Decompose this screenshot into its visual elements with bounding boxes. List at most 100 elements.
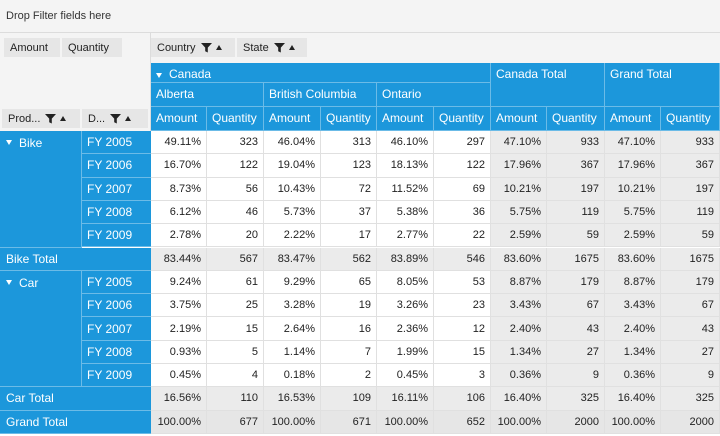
value-cell[interactable]: 46.10% bbox=[377, 131, 434, 155]
value-cell[interactable]: 83.89% bbox=[377, 247, 434, 271]
value-cell[interactable]: 67 bbox=[547, 294, 605, 318]
value-cell[interactable]: 179 bbox=[547, 270, 605, 295]
value-cell[interactable]: 2.77% bbox=[377, 224, 434, 248]
value-cell[interactable]: 3.43% bbox=[605, 294, 661, 318]
value-cell[interactable]: 56 bbox=[207, 177, 264, 201]
value-cell[interactable]: 2.36% bbox=[377, 317, 434, 341]
values-field-area[interactable]: Amount Quantity bbox=[0, 33, 151, 63]
value-cell[interactable]: 8.05% bbox=[377, 270, 434, 295]
value-cell[interactable]: 122 bbox=[207, 154, 264, 178]
row-field-product[interactable]: Prod... bbox=[2, 109, 80, 128]
filter-icon[interactable] bbox=[273, 42, 285, 53]
value-cell[interactable]: 119 bbox=[661, 200, 720, 225]
value-cell[interactable]: 47.10% bbox=[491, 131, 547, 155]
value-cell[interactable]: 197 bbox=[661, 177, 720, 201]
value-cell[interactable]: 3.26% bbox=[377, 294, 434, 318]
value-cell[interactable]: 15 bbox=[207, 317, 264, 341]
value-cell[interactable]: 72 bbox=[321, 177, 377, 201]
value-cell[interactable]: 652 bbox=[434, 410, 491, 434]
header-country-canada[interactable]: Canada bbox=[151, 63, 491, 83]
value-cell[interactable]: 46.04% bbox=[264, 131, 321, 155]
value-cell[interactable]: 1.14% bbox=[264, 340, 321, 364]
row-field-date[interactable]: D... bbox=[82, 109, 148, 128]
value-cell[interactable]: 12 bbox=[434, 317, 491, 341]
value-cell[interactable]: 2.59% bbox=[491, 224, 547, 248]
value-cell[interactable]: 3 bbox=[434, 364, 491, 388]
sort-ascending-icon[interactable] bbox=[125, 116, 132, 121]
value-cell[interactable]: 2.40% bbox=[605, 317, 661, 341]
value-cell[interactable]: 2 bbox=[321, 364, 377, 388]
value-cell[interactable]: 9 bbox=[661, 364, 720, 388]
value-cell[interactable]: 27 bbox=[547, 340, 605, 364]
value-cell[interactable]: 16 bbox=[321, 317, 377, 341]
sort-ascending-icon[interactable] bbox=[215, 45, 222, 50]
value-cell[interactable]: 1.99% bbox=[377, 340, 434, 364]
value-cell[interactable]: 43 bbox=[547, 317, 605, 341]
value-cell[interactable]: 0.45% bbox=[377, 364, 434, 388]
value-cell[interactable]: 119 bbox=[547, 200, 605, 225]
value-cell[interactable]: 2.40% bbox=[491, 317, 547, 341]
value-cell[interactable]: 2.59% bbox=[605, 224, 661, 248]
value-cell[interactable]: 83.44% bbox=[151, 247, 207, 271]
value-cell[interactable]: 83.60% bbox=[491, 247, 547, 271]
value-cell[interactable]: 567 bbox=[207, 247, 264, 271]
row-group-car[interactable]: Car bbox=[0, 270, 82, 388]
value-cell[interactable]: 9.24% bbox=[151, 270, 207, 295]
value-cell[interactable]: 8.87% bbox=[491, 270, 547, 295]
value-field-quantity[interactable]: Quantity bbox=[62, 38, 122, 57]
value-cell[interactable]: 10.21% bbox=[605, 177, 661, 201]
value-cell[interactable]: 15 bbox=[434, 340, 491, 364]
value-cell[interactable]: 0.36% bbox=[491, 364, 547, 388]
value-cell[interactable]: 3.28% bbox=[264, 294, 321, 318]
value-cell[interactable]: 59 bbox=[661, 224, 720, 248]
value-cell[interactable]: 25 bbox=[207, 294, 264, 318]
value-cell[interactable]: 100.00% bbox=[605, 410, 661, 434]
value-cell[interactable]: 1675 bbox=[661, 247, 720, 271]
value-cell[interactable]: 23 bbox=[434, 294, 491, 318]
filter-icon[interactable] bbox=[200, 42, 212, 53]
value-cell[interactable]: 100.00% bbox=[151, 410, 207, 434]
value-cell[interactable]: 2.19% bbox=[151, 317, 207, 341]
value-cell[interactable]: 297 bbox=[434, 131, 491, 155]
value-cell[interactable]: 323 bbox=[207, 131, 264, 155]
value-cell[interactable]: 83.60% bbox=[605, 247, 661, 271]
value-cell[interactable]: 100.00% bbox=[264, 410, 321, 434]
value-cell[interactable]: 20 bbox=[207, 224, 264, 248]
column-field-country[interactable]: Country bbox=[151, 38, 235, 57]
value-cell[interactable]: 6.12% bbox=[151, 200, 207, 225]
value-cell[interactable]: 122 bbox=[434, 154, 491, 178]
value-cell[interactable]: 47.10% bbox=[605, 131, 661, 155]
value-cell[interactable]: 179 bbox=[661, 270, 720, 295]
value-cell[interactable]: 16.56% bbox=[151, 387, 207, 411]
value-cell[interactable]: 16.40% bbox=[491, 387, 547, 411]
value-cell[interactable]: 100.00% bbox=[377, 410, 434, 434]
value-cell[interactable]: 2000 bbox=[547, 410, 605, 434]
value-cell[interactable]: 49.11% bbox=[151, 131, 207, 155]
value-cell[interactable]: 933 bbox=[661, 131, 720, 155]
collapse-icon[interactable] bbox=[6, 279, 12, 285]
value-cell[interactable]: 83.47% bbox=[264, 247, 321, 271]
value-cell[interactable]: 8.87% bbox=[605, 270, 661, 295]
sort-ascending-icon[interactable] bbox=[60, 116, 67, 121]
value-cell[interactable]: 2000 bbox=[661, 410, 720, 434]
value-cell[interactable]: 5.75% bbox=[491, 200, 547, 225]
column-field-state[interactable]: State bbox=[237, 38, 307, 57]
value-cell[interactable]: 19.04% bbox=[264, 154, 321, 178]
value-cell[interactable]: 11.52% bbox=[377, 177, 434, 201]
value-cell[interactable]: 1675 bbox=[547, 247, 605, 271]
value-cell[interactable]: 100.00% bbox=[491, 410, 547, 434]
value-cell[interactable]: 2.78% bbox=[151, 224, 207, 248]
value-cell[interactable]: 1.34% bbox=[605, 340, 661, 364]
value-cell[interactable]: 110 bbox=[207, 387, 264, 411]
value-cell[interactable]: 5.38% bbox=[377, 200, 434, 225]
value-cell[interactable]: 4 bbox=[207, 364, 264, 388]
value-cell[interactable]: 367 bbox=[661, 154, 720, 178]
value-cell[interactable]: 197 bbox=[547, 177, 605, 201]
value-cell[interactable]: 69 bbox=[434, 177, 491, 201]
value-cell[interactable]: 367 bbox=[547, 154, 605, 178]
value-cell[interactable]: 5 bbox=[207, 340, 264, 364]
value-cell[interactable]: 313 bbox=[321, 131, 377, 155]
value-cell[interactable]: 0.18% bbox=[264, 364, 321, 388]
value-cell[interactable]: 0.36% bbox=[605, 364, 661, 388]
value-cell[interactable]: 325 bbox=[547, 387, 605, 411]
